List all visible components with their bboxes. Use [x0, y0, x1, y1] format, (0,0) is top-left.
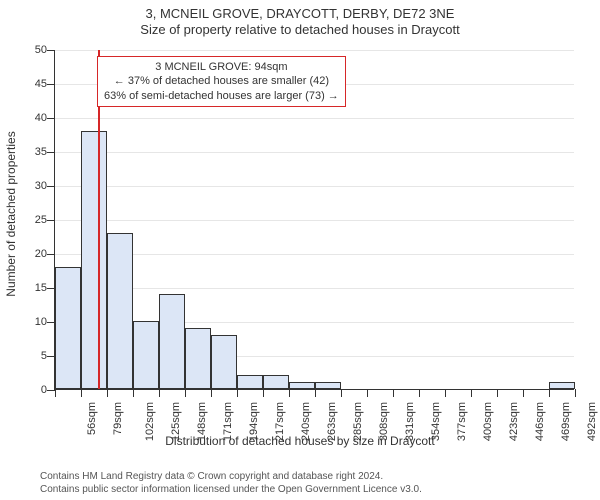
x-tick: [211, 389, 212, 397]
y-axis-label: Number of detached properties: [4, 131, 18, 296]
x-tick-label: 56sqm: [86, 402, 98, 435]
histogram-bar: [107, 233, 133, 389]
histogram-bar: [549, 382, 575, 389]
x-tick: [289, 389, 290, 397]
y-tick: [47, 288, 55, 289]
x-tick: [133, 389, 134, 397]
y-tick-label: 20: [19, 248, 47, 260]
histogram-bar: [211, 335, 237, 389]
histogram-bar: [289, 382, 315, 389]
gridline: [55, 118, 574, 119]
x-tick: [341, 389, 342, 397]
histogram-bar: [263, 375, 289, 389]
histogram-bar: [159, 294, 185, 389]
footer-line2: Contains public sector information licen…: [40, 483, 422, 496]
x-tick: [445, 389, 446, 397]
gridline: [55, 50, 574, 51]
y-tick-label: 25: [19, 214, 47, 226]
x-tick: [367, 389, 368, 397]
y-tick-label: 5: [19, 350, 47, 362]
histogram-bar: [55, 267, 81, 389]
chart-container: Number of detached properties 0510152025…: [0, 44, 600, 434]
y-tick-label: 0: [19, 384, 47, 396]
y-tick: [47, 84, 55, 85]
x-tick: [81, 389, 82, 397]
x-tick: [185, 389, 186, 397]
annotation-line1: 3 MCNEIL GROVE: 94sqm: [104, 60, 339, 74]
x-tick: [471, 389, 472, 397]
x-tick: [159, 389, 160, 397]
y-tick: [47, 322, 55, 323]
annotation-box: 3 MCNEIL GROVE: 94sqm ← 37% of detached …: [97, 56, 346, 107]
y-tick-label: 10: [19, 316, 47, 328]
y-tick: [47, 220, 55, 221]
y-tick-label: 40: [19, 112, 47, 124]
x-tick: [55, 389, 56, 397]
x-tick: [549, 389, 550, 397]
x-tick: [315, 389, 316, 397]
x-tick: [523, 389, 524, 397]
title-address: 3, MCNEIL GROVE, DRAYCOTT, DERBY, DE72 3…: [0, 6, 600, 22]
annotation-line3: 63% of semi-detached houses are larger (…: [104, 89, 339, 103]
footer-attribution: Contains HM Land Registry data © Crown c…: [40, 470, 422, 496]
y-tick-label: 15: [19, 282, 47, 294]
gridline: [55, 186, 574, 187]
x-tick: [419, 389, 420, 397]
y-tick-label: 30: [19, 180, 47, 192]
y-tick-label: 35: [19, 146, 47, 158]
y-tick: [47, 356, 55, 357]
y-tick: [47, 186, 55, 187]
y-tick: [47, 152, 55, 153]
y-tick: [47, 50, 55, 51]
histogram-bar: [133, 321, 159, 389]
x-tick: [263, 389, 264, 397]
gridline: [55, 220, 574, 221]
x-axis-label: Distribution of detached houses by size …: [0, 434, 600, 448]
x-tick: [575, 389, 576, 397]
histogram-bar: [237, 375, 263, 389]
y-tick-label: 45: [19, 78, 47, 90]
x-tick: [497, 389, 498, 397]
x-tick-label: 79sqm: [112, 402, 124, 435]
y-tick: [47, 254, 55, 255]
histogram-bar: [185, 328, 211, 389]
gridline: [55, 152, 574, 153]
histogram-bar: [315, 382, 341, 389]
x-tick: [393, 389, 394, 397]
histogram-bar: [81, 131, 107, 389]
title-description: Size of property relative to detached ho…: [0, 22, 600, 38]
chart-title-block: 3, MCNEIL GROVE, DRAYCOTT, DERBY, DE72 3…: [0, 0, 600, 39]
x-tick: [107, 389, 108, 397]
y-tick: [47, 118, 55, 119]
x-tick: [237, 389, 238, 397]
y-tick: [47, 390, 55, 391]
footer-line1: Contains HM Land Registry data © Crown c…: [40, 470, 422, 483]
plot-area: 0510152025303540455056sqm79sqm102sqm125s…: [54, 50, 574, 390]
annotation-line2: ← 37% of detached houses are smaller (42…: [104, 74, 339, 88]
y-tick-label: 50: [19, 44, 47, 56]
